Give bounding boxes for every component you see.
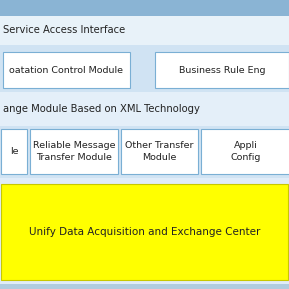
Bar	[0, 126, 289, 178]
Bar	[3, 52, 130, 88]
Text: Unify Data Acquisition and Exchange Center: Unify Data Acquisition and Exchange Cent…	[29, 227, 260, 237]
Text: le: le	[10, 147, 19, 156]
Bar	[0, 0, 289, 16]
Bar	[1, 184, 288, 280]
Text: ange Module Based on XML Technology: ange Module Based on XML Technology	[3, 104, 200, 114]
Bar	[121, 129, 198, 174]
Bar	[0, 92, 289, 126]
Text: Service Access Interface: Service Access Interface	[3, 25, 125, 35]
Bar	[0, 178, 289, 284]
Bar	[30, 129, 118, 174]
Text: oatation Control Module: oatation Control Module	[10, 66, 123, 75]
Bar	[0, 45, 289, 92]
Bar	[155, 52, 289, 88]
Text: Other Transfer
Module: Other Transfer Module	[125, 141, 194, 162]
Text: Business Rule Eng: Business Rule Eng	[179, 66, 265, 75]
Bar	[0, 16, 289, 45]
Text: Reliable Message
Transfer Module: Reliable Message Transfer Module	[33, 141, 116, 162]
Bar	[1, 129, 27, 174]
Bar	[201, 129, 289, 174]
Text: Appli
Config: Appli Config	[230, 141, 261, 162]
Bar	[0, 284, 289, 289]
